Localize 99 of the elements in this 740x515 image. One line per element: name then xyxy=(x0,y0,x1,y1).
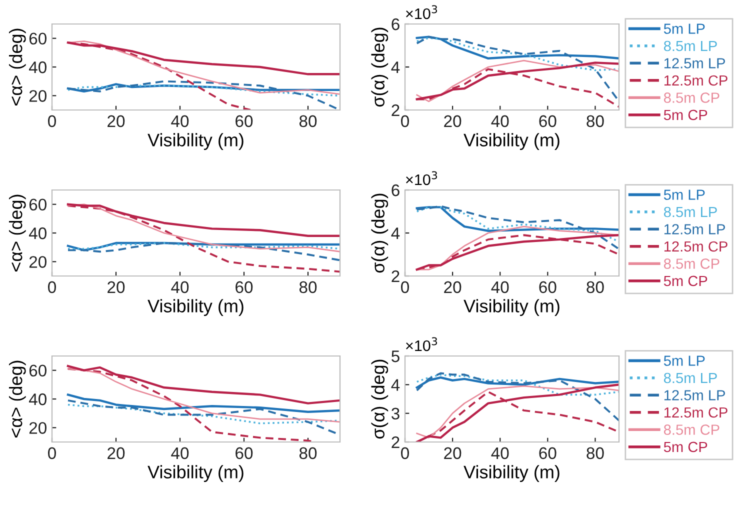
line-series xyxy=(416,372,619,422)
line-series xyxy=(416,36,619,60)
legend-label: 5m CP xyxy=(664,442,708,452)
y-tick-label: 60 xyxy=(29,198,46,211)
x-axis-title: Visibility (m) xyxy=(464,465,560,482)
y-tick-label: 20 xyxy=(29,422,46,434)
x-tick-label: 60 xyxy=(539,281,556,294)
y-axis-title: σ(α) (deg) xyxy=(371,194,388,273)
y-tick-label: 20 xyxy=(29,256,46,268)
line-series xyxy=(416,234,619,271)
y-tick-label: 5 xyxy=(392,350,400,362)
x-tick-label: 60 xyxy=(236,281,253,294)
line-series xyxy=(416,374,619,396)
text: 8.5m LP xyxy=(664,206,717,218)
line-series xyxy=(67,84,340,97)
x-tick-label: 60 xyxy=(539,115,556,128)
y-tick-label: 2 xyxy=(392,104,400,116)
x-axis-title: Visibility (m) xyxy=(148,465,244,482)
x-tick-label: 20 xyxy=(108,281,125,294)
legend-label: 12.5m CP xyxy=(664,241,728,252)
x-tick-label: 0 xyxy=(48,447,56,460)
x-tick-label: 0 xyxy=(48,281,56,294)
legend-label: 12.5m CP xyxy=(664,407,728,418)
line-series xyxy=(416,376,619,389)
text: 8.5m LP xyxy=(664,372,717,384)
legend-label: 8.5m CP xyxy=(664,92,720,103)
legend-label: 12.5m LP xyxy=(664,58,725,68)
x-tick-label: 80 xyxy=(299,115,317,128)
x-tick-label: 80 xyxy=(299,447,317,460)
x-tick-label: 40 xyxy=(171,115,189,128)
x-tick-label: 20 xyxy=(444,447,462,460)
legend-label: 5m LP xyxy=(664,24,705,34)
x-tick-label: 20 xyxy=(108,447,125,460)
line-series xyxy=(66,83,340,92)
x-tick-label: 40 xyxy=(171,447,189,460)
line-series xyxy=(416,206,619,232)
legend-label: 12.5m CP xyxy=(664,75,728,86)
x-tick-label: 20 xyxy=(444,115,462,128)
y-tick-label: 40 xyxy=(28,393,46,406)
legend-label: 12.5m LP xyxy=(664,224,725,234)
x-axis-title: Visibility (m) xyxy=(464,133,560,150)
legend-label: 8.5m CP xyxy=(664,424,720,435)
x-tick-label: 0 xyxy=(48,115,56,128)
x-tick-label: 40 xyxy=(171,281,189,294)
line-series xyxy=(67,204,340,252)
legend-label: 12.5m LP xyxy=(664,390,725,400)
x-tick-label: 40 xyxy=(491,115,509,128)
y-tick-label: 3 xyxy=(392,408,400,420)
x-tick-label: 0 xyxy=(401,281,409,294)
x-tick-label: 40 xyxy=(491,281,509,294)
y-axis-title: <α> (deg) xyxy=(8,28,26,106)
x-tick-label: 60 xyxy=(236,115,253,128)
line-series xyxy=(67,368,340,423)
y-tick-label: 4 xyxy=(391,62,400,74)
y-axis-title: σ(α) (deg) xyxy=(371,28,388,107)
legend-label: 5m CP xyxy=(664,276,708,286)
x-tick-label: 40 xyxy=(491,447,509,460)
x-axis-title: Visibility (m) xyxy=(148,299,244,316)
y-tick-label: 2 xyxy=(392,436,400,448)
x-axis-title: Visibility (m) xyxy=(464,299,560,316)
x-axis-title: Visibility (m) xyxy=(148,133,244,150)
x-tick-label: 80 xyxy=(586,115,604,128)
line-series xyxy=(416,205,619,250)
y-tick-label: 40 xyxy=(28,227,46,240)
text: ×10$^{3}$ xyxy=(406,337,438,352)
x-tick-label: 20 xyxy=(444,281,462,294)
x-tick-label: 80 xyxy=(586,281,604,294)
y-tick-label: 6 xyxy=(392,18,400,30)
text: ×10$^{3}$ xyxy=(406,5,438,20)
line-series xyxy=(67,40,340,95)
line-series xyxy=(67,204,340,273)
legend-label: 8.5m CP xyxy=(664,258,720,269)
y-tick-label: 4 xyxy=(391,379,400,391)
x-tick-label: 60 xyxy=(539,447,556,460)
y-axis-title: <α> (deg) xyxy=(8,194,26,272)
line-series xyxy=(416,37,619,72)
y-tick-label: 60 xyxy=(29,364,46,377)
legend-label: 8.5m LP xyxy=(664,40,717,52)
line-series xyxy=(416,206,619,243)
x-tick-label: 60 xyxy=(236,447,253,460)
text: 5m LP xyxy=(664,356,705,366)
y-axis-title: σ(α) (deg) xyxy=(371,360,388,439)
y-axis-title: <α> (deg) xyxy=(8,360,26,438)
y-tick-label: 2 xyxy=(392,270,400,282)
y-tick-label: 6 xyxy=(392,184,400,196)
x-tick-label: 20 xyxy=(108,115,125,128)
y-tick-label: 60 xyxy=(29,32,46,45)
line-series xyxy=(66,394,340,414)
text: 5m LP xyxy=(664,190,705,200)
line-series xyxy=(67,242,340,262)
y-tick-label: 40 xyxy=(28,61,46,74)
y-tick-label: 4 xyxy=(391,228,400,240)
text: ×10$^{3}$ xyxy=(406,171,438,186)
legend-label: 5m CP xyxy=(664,110,708,120)
x-tick-label: 0 xyxy=(401,115,409,128)
x-tick-label: 80 xyxy=(586,447,604,460)
x-tick-label: 80 xyxy=(299,281,317,294)
x-tick-label: 0 xyxy=(401,447,409,460)
y-tick-label: 20 xyxy=(29,90,46,102)
